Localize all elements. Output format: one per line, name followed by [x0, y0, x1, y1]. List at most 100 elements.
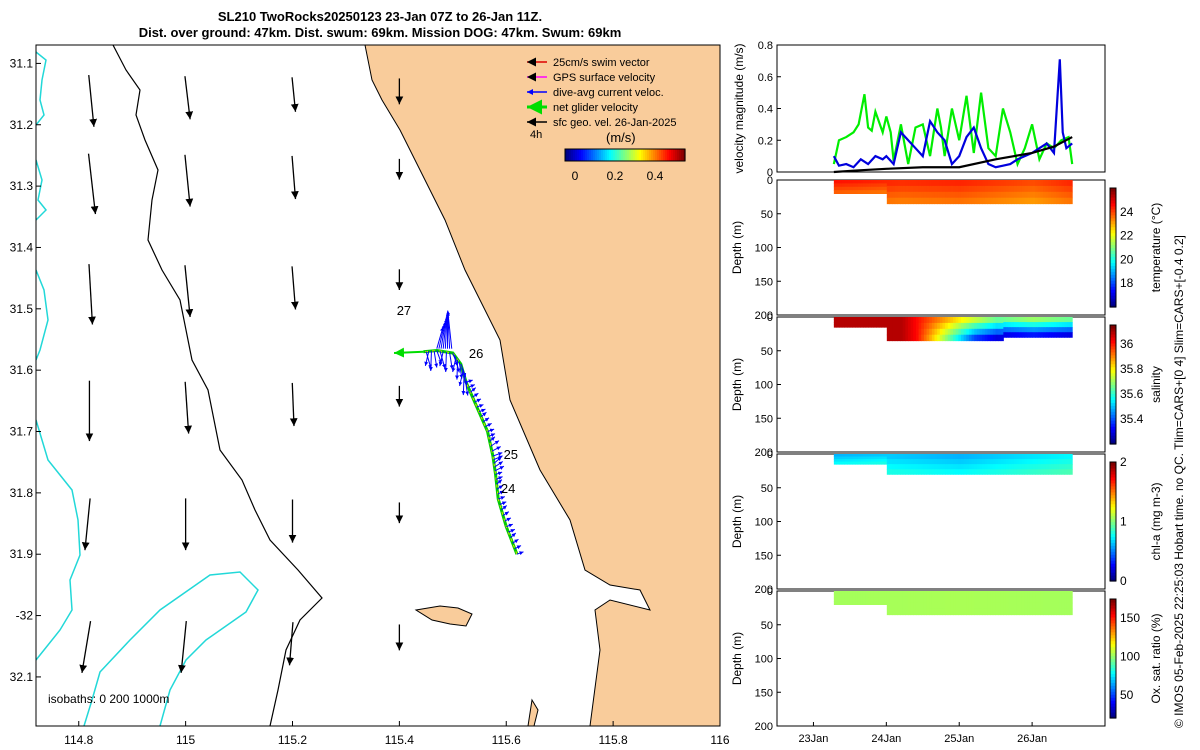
heatmap-cell [841, 601, 845, 605]
heatmap-cell [892, 464, 896, 470]
heatmap-cell [889, 608, 893, 616]
heatmap-cell [857, 594, 861, 599]
heatmap-cell [1021, 332, 1026, 338]
current-vector [493, 455, 503, 461]
heatmap-cell [915, 334, 920, 342]
heatmap-cell [1043, 322, 1047, 328]
heatmap-cell [955, 454, 959, 460]
current-vector [443, 351, 448, 373]
heatmap-cell [990, 596, 994, 604]
heatmap-cell [1003, 191, 1007, 199]
heatmap-cell [1000, 454, 1004, 460]
colorbar-cell [1110, 244, 1116, 249]
time-tick-label: 25Jan [944, 733, 974, 745]
heatmap-cell [963, 591, 967, 598]
heatmap-cell [974, 322, 978, 330]
heatmap-cell [1008, 591, 1012, 598]
heatmap-cell [894, 454, 898, 460]
heatmap-cell [992, 596, 996, 604]
heatmap-cell [1013, 327, 1018, 333]
heatmap-cell [886, 334, 890, 342]
heatmap-cell [934, 322, 938, 330]
heatmap-cell [1053, 464, 1057, 470]
heatmap-cell [1066, 608, 1071, 616]
heatmap-cell [963, 317, 967, 324]
heatmap-cell [860, 597, 864, 602]
heatmap-cell [995, 454, 999, 460]
heatmap-cell [868, 456, 872, 460]
heatmap-frame [776, 179, 1106, 316]
heatmap-cell [868, 594, 872, 599]
y-tick-label: 31.2 [10, 118, 34, 132]
heatmap-cell [892, 608, 896, 616]
heatmap-cell [1069, 185, 1073, 193]
heatmap-cell [841, 459, 845, 463]
colorbar-cell [651, 149, 654, 161]
heatmap-cell [958, 464, 962, 470]
heatmap-cell [873, 324, 877, 328]
heatmap-cell [998, 334, 1002, 342]
heatmap-cell [1008, 327, 1012, 333]
heatmap-cell [1016, 596, 1020, 604]
colorbar-cell [1110, 599, 1116, 603]
y-tick-label: -32 [16, 609, 34, 623]
colorbar-cell [1110, 357, 1116, 362]
heatmap-cell [963, 191, 967, 199]
heatmap-cell [982, 185, 986, 193]
heatmap-cell [1005, 317, 1010, 323]
heatmap-cell [913, 469, 917, 475]
heatmap-cell [849, 454, 853, 458]
heatmap-cell [923, 180, 928, 187]
heatmap-cell [974, 197, 978, 205]
heatmap-cell [894, 596, 898, 604]
heatmap-cell [958, 602, 962, 610]
heatmap-cell [921, 464, 925, 470]
legend-label: GPS surface velocity [553, 72, 656, 84]
heatmap-cell [1040, 317, 1044, 323]
heatmap-cell [1008, 469, 1012, 475]
colorbar-cell [1110, 539, 1116, 543]
current-vector [496, 479, 503, 485]
heatmap-cell [841, 183, 845, 188]
heatmap-cell [902, 197, 906, 205]
heatmap-cell [1000, 197, 1004, 205]
colorbar-cell [1110, 289, 1116, 293]
heatmap-cell [974, 328, 978, 336]
heatmap-cell [870, 597, 875, 602]
heatmap-cell [892, 317, 896, 324]
heatmap-cell [844, 597, 848, 602]
heatmap-cell [855, 597, 859, 602]
heatmap-cell [947, 469, 951, 475]
colorbar-cell [1110, 327, 1116, 332]
heatmap-cell [839, 591, 843, 595]
heatmap-cell [976, 602, 981, 610]
heatmap-cell [958, 191, 962, 199]
heatmap-cell [1048, 459, 1052, 465]
heatmap-cell [1032, 459, 1036, 465]
heatmap-cell [937, 322, 941, 330]
heatmap-cell [865, 597, 869, 602]
colorbar-frame [1109, 187, 1117, 308]
heatmap-cell [892, 596, 896, 604]
heatmap-cell [990, 185, 994, 193]
y-tick-label: 50 [761, 209, 773, 221]
heatmap-cell [1066, 602, 1071, 610]
heatmap-cell [1021, 464, 1026, 470]
heatmap-cell [1064, 602, 1068, 610]
heatmap-cell [923, 322, 928, 330]
heatmap-cell [1032, 602, 1036, 610]
heatmap-cell [1069, 180, 1073, 187]
colorbar-cell [577, 149, 580, 161]
heatmap-cell [1032, 591, 1036, 598]
colorbar-cell [605, 149, 608, 161]
heatmap-cell [908, 608, 912, 616]
heatmap-cell [937, 191, 941, 199]
heatmap-cell [1029, 608, 1033, 616]
heatmap-cell [990, 454, 994, 460]
heatmap-cell [1061, 332, 1065, 338]
heatmap-cell [982, 334, 986, 342]
current-vector [425, 351, 432, 369]
heatmap-cell [1040, 602, 1044, 610]
heatmap-cell [979, 469, 983, 475]
heatmap-cell [945, 334, 949, 342]
